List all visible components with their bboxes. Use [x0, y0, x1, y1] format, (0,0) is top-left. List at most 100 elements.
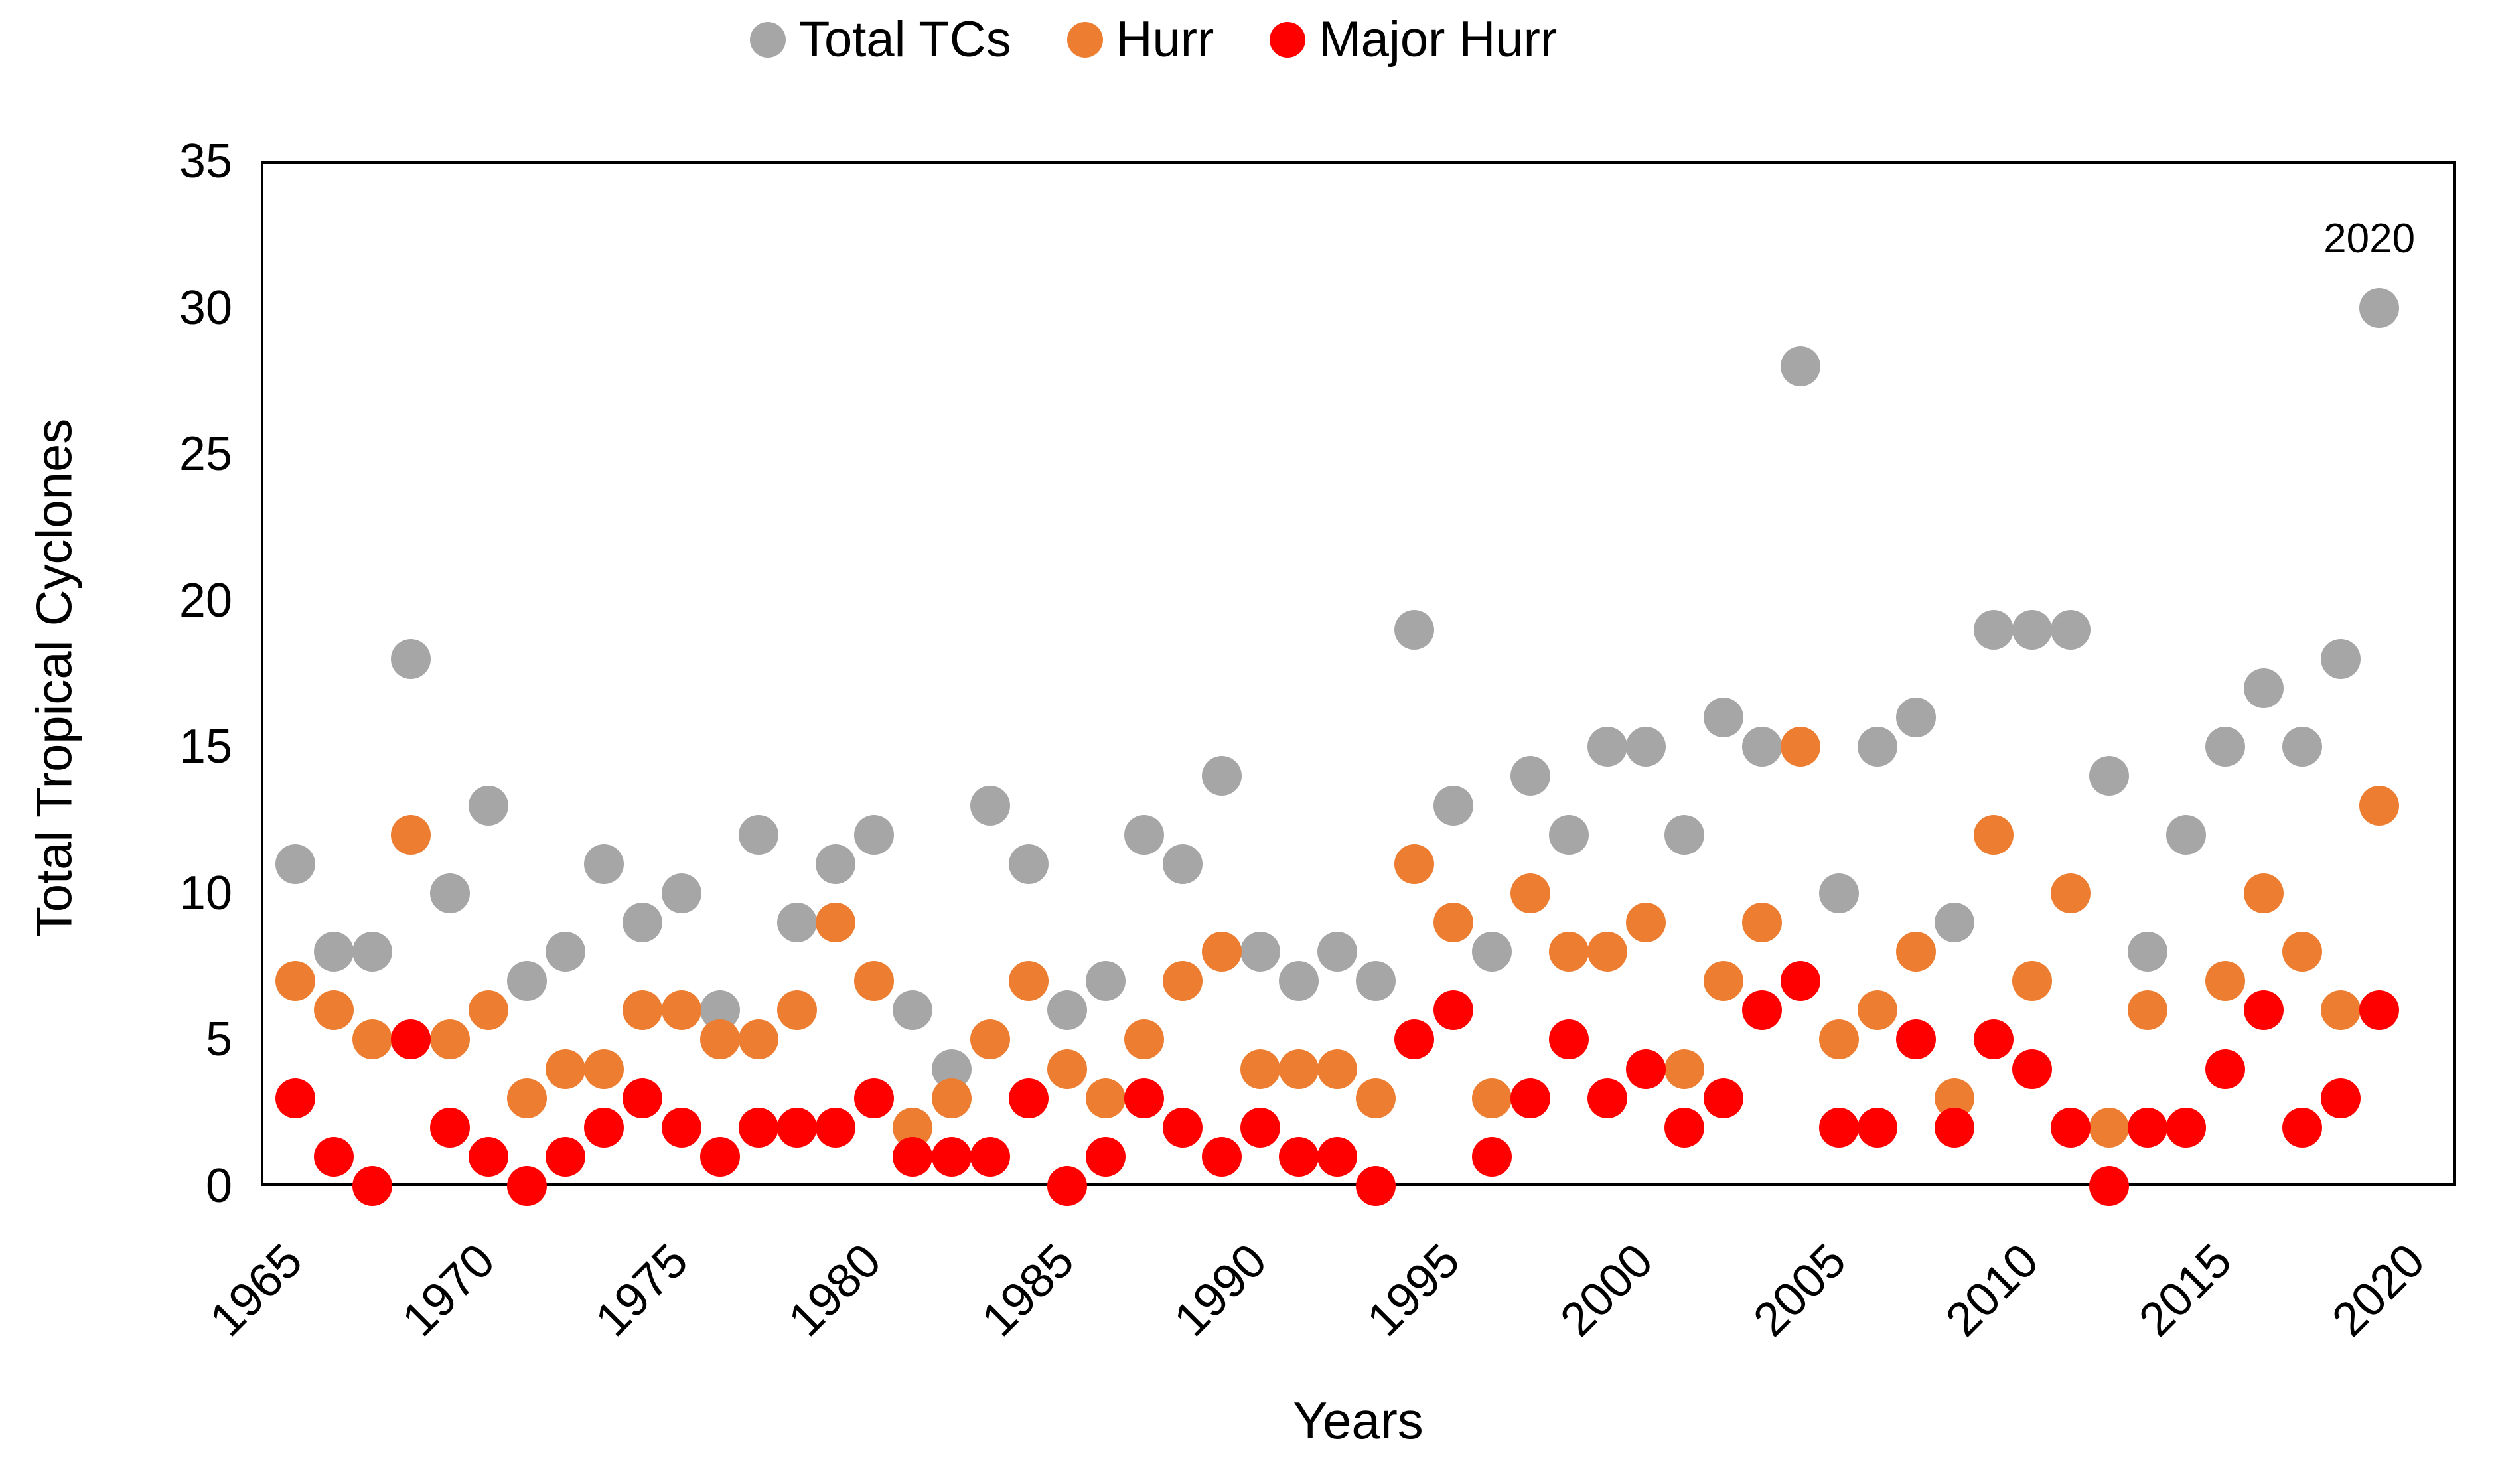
data-point: [854, 814, 895, 855]
data-point: [776, 1107, 817, 1148]
data-point: [2128, 990, 2168, 1031]
data-point: [2128, 932, 2168, 972]
data-point: [1278, 1136, 1319, 1177]
data-point: [468, 990, 508, 1031]
data-point: [2243, 990, 2284, 1031]
data-point: [506, 1166, 547, 1206]
y-tick-label: 0: [205, 1159, 232, 1213]
data-point: [854, 961, 895, 1002]
data-point: [1819, 1019, 1859, 1060]
data-point: [584, 1107, 624, 1148]
data-point: [275, 961, 315, 1002]
data-point: [1973, 609, 2014, 650]
data-point: [506, 961, 547, 1002]
data-point: [1086, 961, 1126, 1002]
data-point: [1124, 1078, 1165, 1118]
data-point: [1741, 727, 1782, 767]
data-point: [391, 814, 431, 855]
data-point: [1548, 814, 1589, 855]
data-point: [2089, 756, 2130, 796]
data-point: [970, 1136, 1010, 1177]
x-tick-label: 1990: [1164, 1234, 1278, 1347]
data-point: [429, 1107, 470, 1148]
data-point: [699, 1136, 740, 1177]
data-point: [1086, 1136, 1126, 1177]
data-point: [1201, 932, 1242, 972]
data-point: [776, 990, 817, 1031]
data-point: [623, 990, 663, 1031]
data-point: [1317, 932, 1358, 972]
data-point: [661, 873, 701, 913]
data-point: [1317, 1136, 1358, 1177]
data-point: [429, 873, 470, 913]
legend-marker-total-tcs-icon: [750, 22, 786, 58]
data-point: [391, 1019, 431, 1060]
data-point: [1240, 1107, 1280, 1148]
data-points-layer: [261, 161, 2456, 1206]
data-point: [1201, 1136, 1242, 1177]
data-point: [506, 1078, 547, 1118]
data-point: [1548, 932, 1589, 972]
data-point: [1896, 1019, 1937, 1060]
data-point: [1626, 727, 1666, 767]
data-point: [1703, 1078, 1743, 1118]
data-point: [1433, 785, 1473, 826]
data-point: [2205, 1049, 2245, 1089]
data-point: [1664, 1107, 1705, 1148]
data-point: [2205, 727, 2245, 767]
data-point: [2320, 990, 2361, 1031]
data-point: [1278, 1049, 1319, 1089]
data-point: [546, 1136, 586, 1177]
data-point: [738, 1107, 778, 1148]
data-point: [1935, 902, 1975, 942]
data-point: [1008, 961, 1049, 1002]
data-point: [352, 1166, 393, 1206]
data-point: [1703, 698, 1743, 738]
data-point: [623, 1078, 663, 1118]
data-point: [546, 1049, 586, 1089]
legend-label-total-tcs: Total TCs: [799, 11, 1011, 68]
data-point: [1163, 961, 1203, 1002]
data-point: [816, 902, 856, 942]
data-point: [1587, 1078, 1628, 1118]
legend: Total TCs Hurr Major Hurr: [750, 15, 1557, 65]
data-point: [1626, 1049, 1666, 1089]
data-point: [2166, 1107, 2207, 1148]
data-point: [661, 990, 701, 1031]
data-point: [776, 902, 817, 942]
x-tick-label: 1970: [392, 1234, 506, 1347]
data-point: [352, 1019, 393, 1060]
data-point: [2166, 814, 2207, 855]
data-point: [854, 1078, 895, 1118]
y-tick-label: 20: [179, 573, 232, 627]
legend-marker-hurr-icon: [1066, 22, 1103, 58]
legend-label-major-hurr: Major Hurr: [1319, 11, 1558, 68]
x-tick-label: 1965: [199, 1234, 313, 1347]
data-point: [1858, 990, 1898, 1031]
data-point: [275, 844, 315, 884]
annotation-2020: 2020: [2323, 215, 2416, 261]
data-point: [2320, 638, 2361, 679]
data-point: [1935, 1107, 1975, 1148]
data-point: [1664, 1049, 1705, 1089]
data-point: [2243, 668, 2284, 709]
data-point: [1703, 961, 1743, 1002]
data-point: [931, 1136, 972, 1177]
data-point: [1047, 1049, 1087, 1089]
data-point: [970, 1019, 1010, 1060]
x-tick-label: 2010: [1936, 1234, 2049, 1347]
data-point: [2282, 727, 2322, 767]
y-tick-label: 30: [179, 281, 232, 334]
data-point: [1896, 932, 1937, 972]
data-point: [1858, 727, 1898, 767]
data-point: [2359, 785, 2400, 826]
data-point: [816, 1107, 856, 1148]
data-point: [2359, 990, 2400, 1031]
data-point: [1394, 1019, 1435, 1060]
x-tick-label: 1980: [778, 1234, 891, 1347]
data-point: [623, 902, 663, 942]
data-point: [1858, 1107, 1898, 1148]
data-point: [1240, 932, 1280, 972]
y-tick-label: 10: [179, 866, 232, 920]
